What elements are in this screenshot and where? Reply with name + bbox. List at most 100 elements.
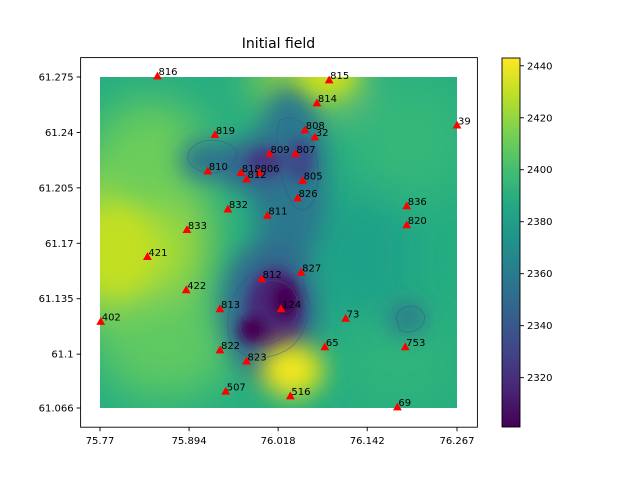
station-triangle: [312, 98, 322, 107]
station-triangle: [298, 176, 307, 184]
station-label: 73: [347, 310, 360, 321]
station-marker: 124: [276, 300, 301, 313]
station-label: 826: [299, 189, 318, 200]
station-triangle: [181, 285, 191, 294]
station-label: 812: [248, 170, 267, 181]
station-triangle: [242, 356, 251, 365]
station-marker: 833: [182, 221, 207, 234]
station-triangle: [236, 168, 246, 177]
station-marker: 805: [298, 172, 323, 184]
y-tick-label: 61.1: [51, 350, 73, 361]
colorbar-tick-label: 2440: [527, 61, 552, 72]
station-triangle: [290, 149, 300, 158]
station-triangle: [223, 204, 233, 213]
station-label: 809: [271, 145, 290, 156]
station-triangle: [153, 71, 162, 80]
station-marker: 807: [290, 145, 315, 158]
y-tick-label: 61.135: [39, 294, 74, 305]
station-label: 822: [221, 341, 240, 352]
station-triangle: [392, 402, 402, 411]
station-label: 832: [229, 200, 248, 211]
station-triangle: [203, 166, 213, 175]
station-label: 808: [306, 121, 325, 132]
station-marker: 421: [143, 248, 168, 260]
colorbar-tick-label: 2380: [527, 217, 552, 228]
station-marker: 809: [265, 145, 290, 158]
colorbar-tick-label: 2400: [527, 165, 552, 176]
station-marker: 516: [285, 387, 310, 400]
station-triangle: [310, 132, 320, 141]
chart-title: Initial field: [242, 36, 315, 52]
station-label: 65: [326, 338, 339, 349]
x-tick-label: 75.894: [172, 436, 207, 447]
y-tick-label: 61.24: [45, 128, 74, 139]
station-triangle: [400, 342, 410, 351]
station-triangle: [182, 225, 192, 234]
station-marker: 811: [262, 207, 287, 219]
station-marker: 69: [392, 398, 411, 411]
station-label: 507: [227, 382, 246, 393]
station-marker: 819: [210, 126, 235, 139]
station-marker: 823: [242, 352, 267, 365]
station-triangle: [257, 274, 267, 283]
x-axis: 75.77 75.894 76.018 76.142 76.267: [86, 427, 475, 447]
station-label: 69: [398, 398, 411, 409]
station-marker: 810: [203, 162, 228, 175]
station-triangle: [215, 304, 225, 313]
x-tick-label: 76.267: [440, 436, 475, 447]
station-label: 811: [268, 207, 287, 218]
station-label: 805: [304, 172, 323, 183]
station-marker: 806: [255, 164, 280, 177]
station-label: 753: [406, 338, 425, 349]
station-label: 813: [221, 300, 240, 311]
colorbar-tick-label: 2420: [527, 113, 552, 124]
station-marker: 422: [181, 281, 206, 294]
station-marker: 753: [400, 338, 425, 351]
station-triangle: [324, 75, 334, 84]
station-marker: 812: [257, 270, 282, 283]
station-marker: 822: [215, 341, 240, 354]
station-label: 816: [158, 67, 177, 78]
station-marker: 812: [242, 170, 267, 183]
station-label: 810: [209, 162, 228, 173]
contour-lines: [187, 117, 426, 359]
station-triangle: [210, 130, 220, 139]
field-surface: [100, 77, 457, 408]
station-triangle: [452, 120, 462, 129]
y-tick-label: 61.17: [45, 239, 74, 250]
station-label: 820: [408, 216, 427, 227]
colorbar-tick-label: 2320: [527, 373, 552, 384]
station-marker: 827: [296, 264, 321, 276]
y-tick-label: 61.275: [39, 73, 74, 84]
station-label: 516: [291, 387, 310, 398]
station-label: 32: [316, 128, 329, 139]
y-axis: 61.275 61.24 61.205 61.17 61.135 61.1 61.066: [39, 73, 81, 415]
station-label: 124: [282, 300, 301, 311]
station-marker: 507: [221, 382, 246, 395]
station-label: 402: [102, 313, 121, 324]
station-triangle: [265, 149, 274, 158]
station-triangle: [293, 193, 302, 202]
field-peaks: [100, 77, 358, 398]
station-triangle: [215, 345, 225, 354]
station-marker: 73: [341, 310, 359, 322]
station-label: 836: [408, 197, 427, 208]
station-marker: 815: [324, 71, 349, 84]
station-marker: 402: [96, 313, 121, 325]
station-label: 422: [187, 281, 206, 292]
station-triangle: [402, 201, 412, 210]
station-triangle: [242, 174, 251, 183]
station-label: 806: [260, 164, 279, 175]
x-tick-label: 76.018: [261, 436, 296, 447]
station-marker: 826: [293, 189, 318, 202]
station-triangle: [262, 210, 272, 219]
station-triangle: [341, 313, 351, 322]
station-marker: 836: [402, 197, 427, 210]
y-tick-label: 61.066: [39, 404, 74, 415]
station-label: 823: [248, 352, 267, 363]
station-marker: 814: [312, 94, 337, 107]
station-marker: 832: [223, 200, 248, 213]
station-label: 827: [302, 264, 321, 275]
station-marker: 818: [236, 164, 261, 177]
station-label: 812: [263, 270, 282, 281]
